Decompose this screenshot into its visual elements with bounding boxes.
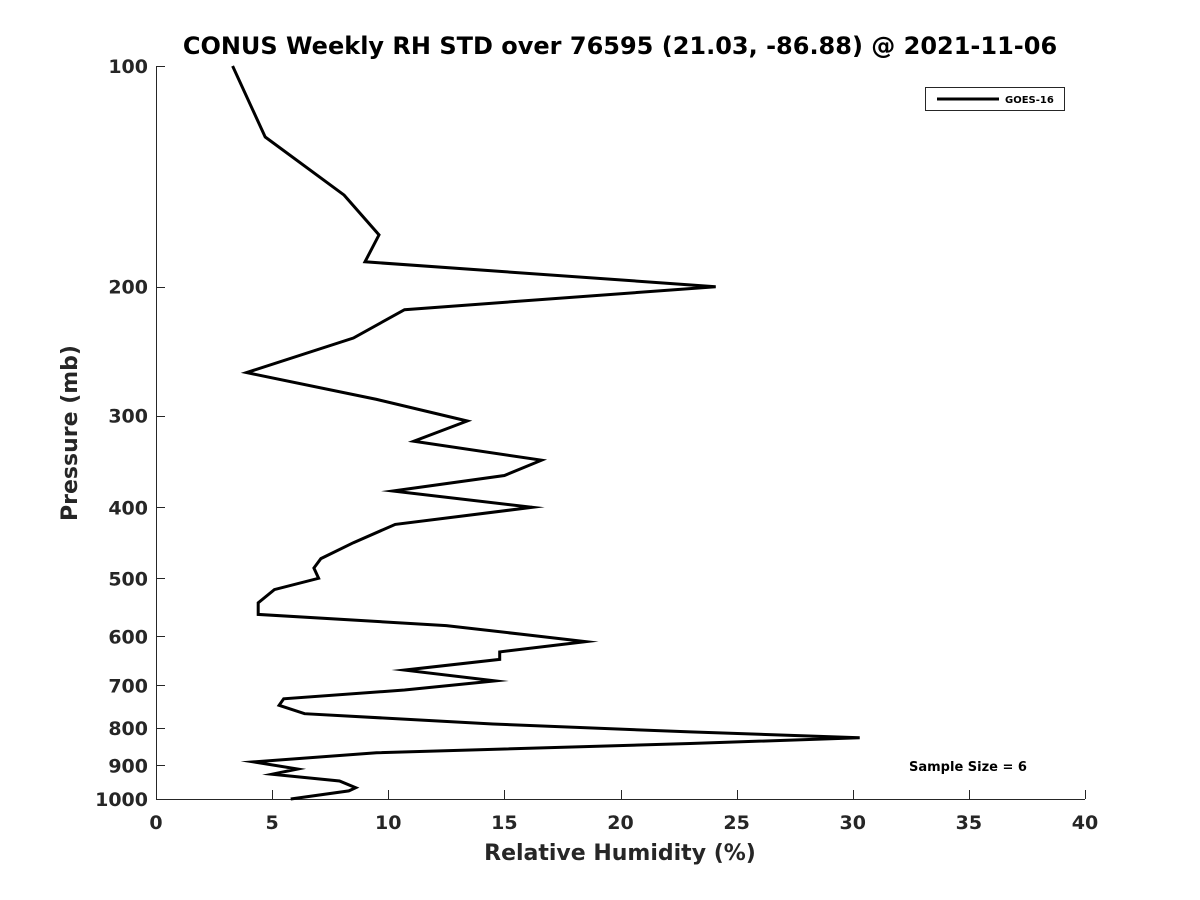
x-tick-label-15: 15 [491,812,517,834]
y-ticks: 100 200 300 400 500 600 700 800 900 1000 [95,56,165,811]
x-tick-label-35: 35 [956,812,982,834]
y-tick-label-700: 700 [108,675,148,697]
y-tick-label-1000: 1000 [95,789,148,811]
x-tick-label-10: 10 [375,812,401,834]
y-tick-label-600: 600 [108,626,148,648]
x-tick-label-5: 5 [266,812,279,834]
chart-title: CONUS Weekly RH STD over 76595 (21.03, -… [183,32,1057,60]
x-tick-label-30: 30 [840,812,866,834]
x-tick-label-0: 0 [149,812,162,834]
y-tick-label-200: 200 [108,277,148,299]
y-axis-label: Pressure (mb) [58,345,83,521]
sample-size-annotation: Sample Size = 6 [909,760,1027,775]
series-layer [231,65,860,801]
y-tick-label-900: 900 [108,755,148,777]
x-tick-label-25: 25 [723,812,749,834]
x-ticks: 0 5 10 15 20 25 30 35 40 [149,790,1098,834]
x-tick-label-40: 40 [1072,812,1098,834]
y-tick-label-300: 300 [108,406,148,428]
y-tick-label-500: 500 [108,568,148,590]
plot-area [156,66,1085,800]
x-tick-label-20: 20 [607,812,633,834]
y-tick-label-100: 100 [108,56,148,78]
x-axis-label: Relative Humidity (%) [484,841,756,866]
series-line-goes-16 [231,65,860,801]
y-tick-label-800: 800 [108,718,148,740]
legend-label-goes-16: GOES-16 [1005,95,1054,106]
legend: GOES-16 [925,87,1065,111]
y-tick-label-400: 400 [108,497,148,519]
